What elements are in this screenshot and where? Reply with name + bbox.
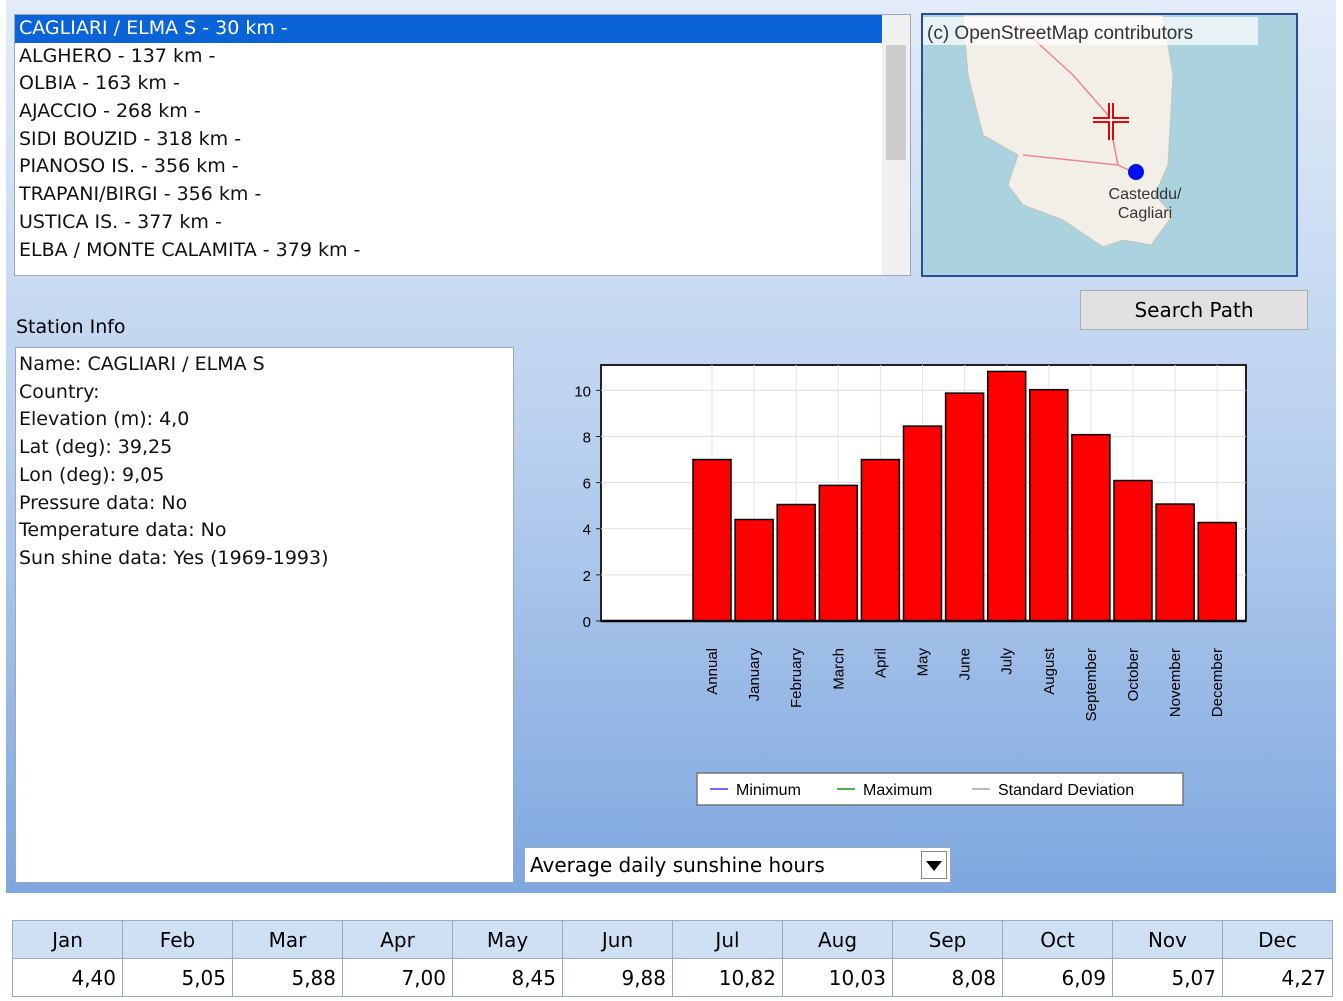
table-header: Oct <box>1002 920 1113 959</box>
station-marker <box>1128 164 1144 180</box>
x-tick-label: October <box>1125 648 1142 701</box>
x-tick-label: December <box>1209 648 1226 717</box>
bar <box>1113 479 1153 622</box>
bar <box>1155 503 1195 622</box>
table-cell: 5,07 <box>1112 958 1223 997</box>
y-tick-label: 6 <box>583 476 591 493</box>
map-place: Cagliari <box>1118 205 1172 222</box>
info-line: Temperature data: No <box>19 519 227 542</box>
station-info: Name: CAGLIARI / ELMA S Country: Elevation… <box>15 347 514 883</box>
table-cell: 8,45 <box>452 958 563 997</box>
info-line: Sun shine data: Yes (1969-1993) <box>19 546 329 569</box>
station-item[interactable]: CAGLIARI / ELMA S - 30 km - <box>15 15 884 43</box>
table-header: Apr <box>342 920 453 959</box>
x-tick-label: September <box>1083 648 1100 721</box>
dropdown-arrow[interactable] <box>921 851 947 879</box>
station-item[interactable]: TRAPANI/BIRGI - 356 km - <box>19 183 262 206</box>
chart-dropdown[interactable]: Average daily sunshine hours <box>524 847 951 883</box>
table-header: Jan <box>12 920 123 959</box>
table-cell: 6,09 <box>1002 958 1113 997</box>
station-item[interactable]: SIDI BOUZID - 318 km - <box>19 127 242 150</box>
island <box>962 15 1174 248</box>
x-tick-label: January <box>746 648 763 702</box>
table-cell: 4,27 <box>1222 958 1333 997</box>
station-item[interactable]: PIANOSO IS. - 356 km - <box>19 155 239 178</box>
x-tick-label: April <box>872 648 889 678</box>
bar <box>692 458 732 622</box>
table-header: Mar <box>232 920 343 959</box>
attribution-bg <box>923 17 1258 45</box>
table-cell: 8,08 <box>892 958 1003 997</box>
y-tick-label: 4 <box>583 522 591 539</box>
table-cell: 9,88 <box>562 958 673 997</box>
info-line: Name: CAGLIARI / ELMA S <box>19 353 265 375</box>
table-cell: 5,88 <box>232 958 343 997</box>
bar <box>818 484 859 622</box>
station-item[interactable]: USTICA IS. - 377 km - <box>19 210 222 233</box>
bar <box>902 425 943 622</box>
x-tick-label: November <box>1167 648 1184 717</box>
scrollbar[interactable] <box>882 15 910 275</box>
table-header: Jun <box>562 920 673 959</box>
bar <box>860 458 901 622</box>
info-line: Lat (deg): 39,25 <box>19 436 173 459</box>
station-item[interactable]: ALGHERO - 137 km - <box>19 44 216 67</box>
bar <box>1029 388 1069 622</box>
station-item[interactable]: ELBA / MONTE CALAMITA - 379 km - <box>19 238 361 261</box>
table-header: Dec <box>1222 920 1333 959</box>
table-cell: 5,05 <box>122 958 233 997</box>
map-place: Casteddu/ <box>1109 186 1182 203</box>
table-cell: 7,00 <box>342 958 453 997</box>
station-item[interactable]: AJACCIO - 268 km - <box>19 100 201 123</box>
legend-label: Minimum <box>736 782 801 799</box>
x-tick-label: July <box>999 648 1016 675</box>
bar <box>734 518 774 622</box>
legend-label: Maximum <box>863 782 932 799</box>
table-header: Sep <box>892 920 1003 959</box>
x-tick-label: February <box>788 648 805 709</box>
table-header: Aug <box>782 920 893 959</box>
map[interactable]: (c) OpenStreetMap contributors Casteddu/… <box>921 13 1298 277</box>
x-tick-label: Annual <box>704 648 721 695</box>
table-header: Nov <box>1112 920 1223 959</box>
station-list[interactable]: CAGLIARI / ELMA S - 30 km - ALGHERO - 137… <box>14 14 911 276</box>
bar <box>776 503 816 622</box>
table-header: Jul <box>672 920 783 959</box>
legend-box <box>696 772 1184 806</box>
legend-label: Standard Deviation <box>998 782 1134 799</box>
info-line: Elevation (m): 4,0 <box>19 408 190 431</box>
x-tick-label: June <box>957 648 974 681</box>
info-line: Country: <box>19 380 100 403</box>
dropdown-value: Average daily sunshine hours <box>530 853 825 877</box>
y-tick-label: 2 <box>583 568 591 585</box>
station-item[interactable]: OLBIA - 163 km - <box>19 72 180 95</box>
map-attribution: (c) OpenStreetMap contributors <box>927 23 1193 44</box>
table-cell: 10,03 <box>782 958 893 997</box>
bar <box>944 392 985 622</box>
info-line: Pressure data: No <box>19 491 188 514</box>
table-header: Feb <box>122 920 233 959</box>
station-info-label: Station Info <box>16 316 126 338</box>
y-tick-label: 8 <box>583 429 591 446</box>
info-line: Lon (deg): 9,05 <box>19 463 165 486</box>
bar <box>986 370 1027 622</box>
table-cell: 4,40 <box>12 958 123 997</box>
y-tick-label: 10 <box>574 383 591 400</box>
bar <box>1197 521 1237 622</box>
y-tick-label: 0 <box>583 614 591 631</box>
chart: 0 2 4 6 8 10 Annual January February March April Ma… <box>574 364 1247 806</box>
x-tick-label: March <box>830 648 847 690</box>
main-panel: CAGLIARI / ELMA S - 30 km - ALGHERO - 137… <box>6 0 1336 893</box>
monthly-table: Jan Feb Mar Apr May Jun Jul Aug Sep Oct Nov Dec 4,40… <box>12 920 1333 997</box>
crosshair <box>1093 103 1129 140</box>
map-graphic: (c) OpenStreetMap contributors Casteddu/… <box>923 15 1258 248</box>
table-cell: 10,82 <box>672 958 783 997</box>
bar <box>1071 433 1111 622</box>
x-tick-label: August <box>1041 647 1058 695</box>
table-header: May <box>452 920 563 959</box>
x-tick-label: May <box>915 648 932 677</box>
search-button[interactable]: Search Path <box>1080 290 1308 330</box>
